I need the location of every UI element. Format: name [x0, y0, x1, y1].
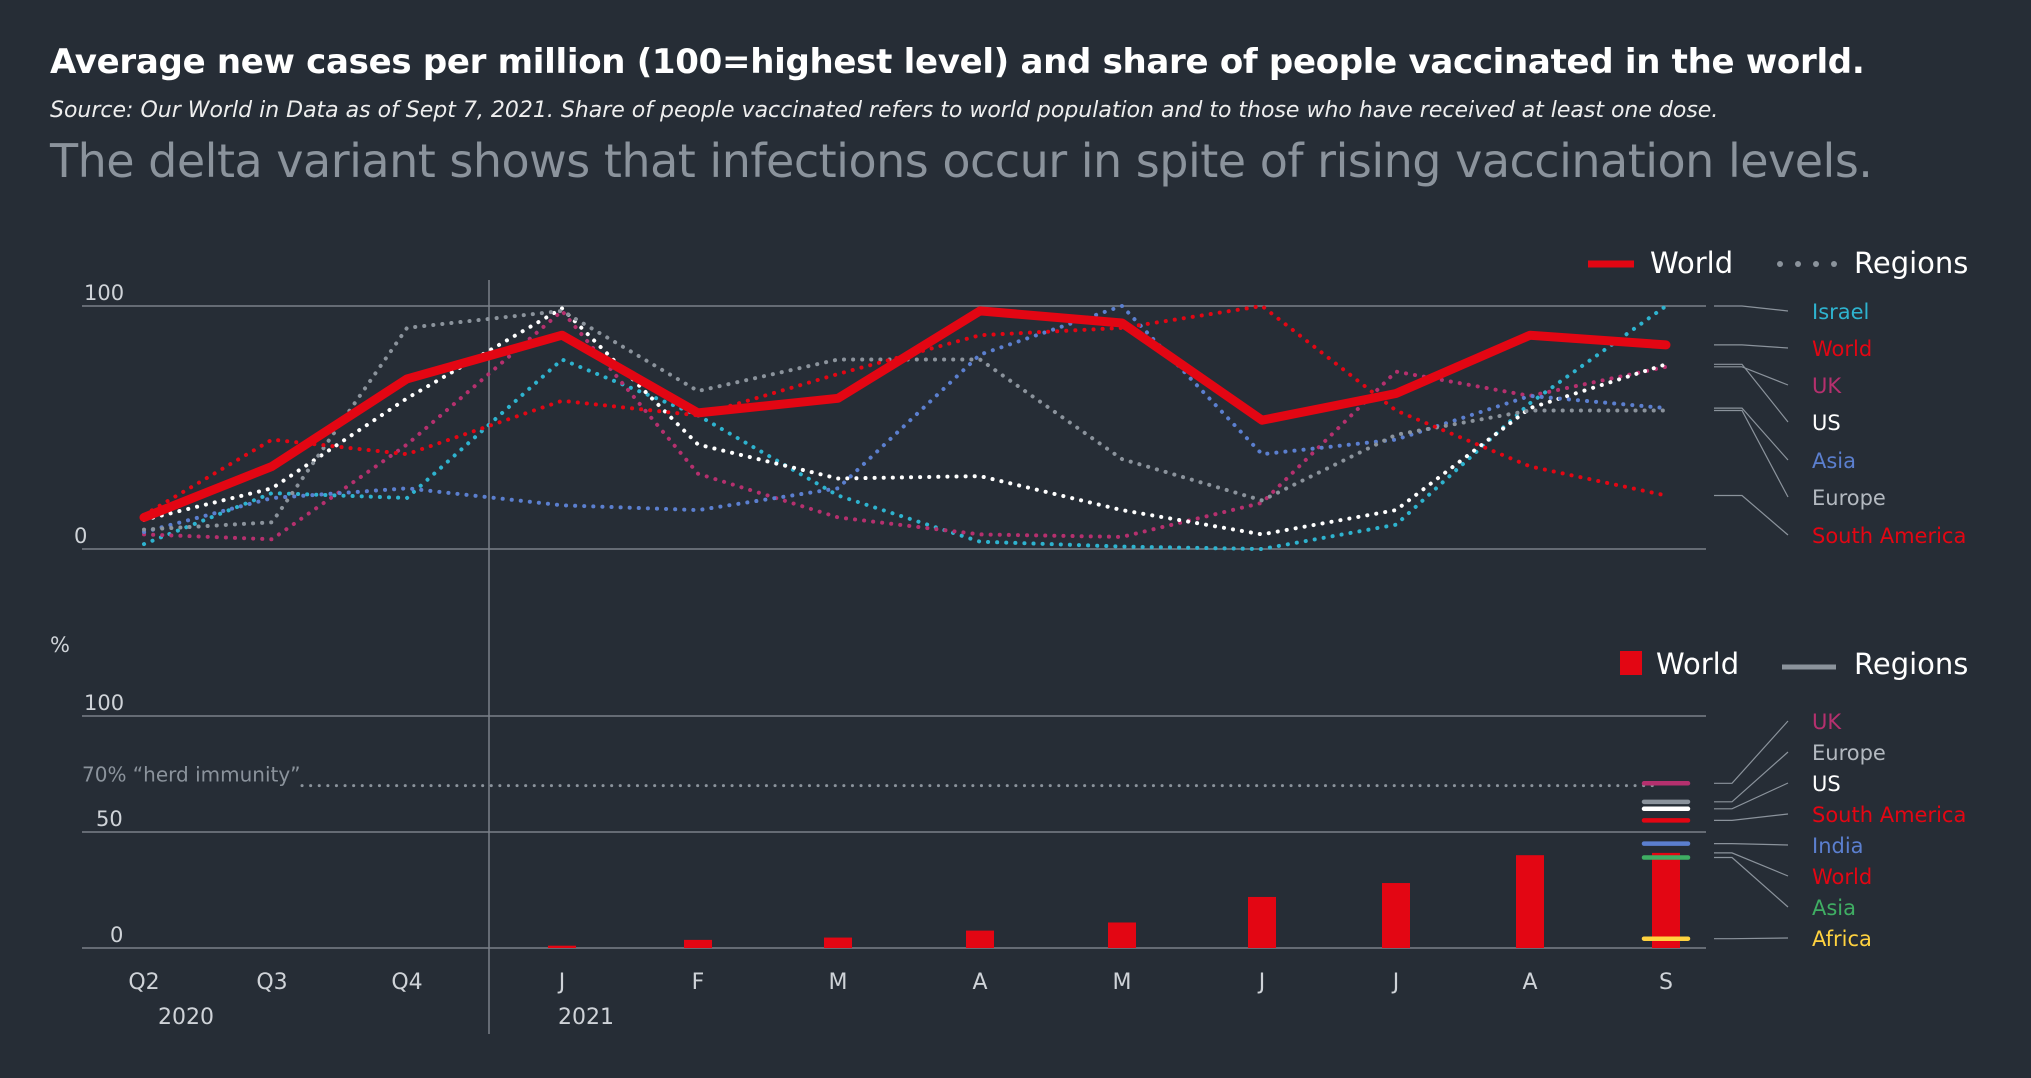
top-y-tick-100: 100 [84, 281, 124, 305]
bottom-leader-us [1714, 782, 1789, 810]
top-leader-us [1714, 363, 1789, 423]
x-tick-label: Q2 [128, 970, 159, 995]
bottom-leader-south-america [1714, 813, 1789, 822]
bottom-leader-asia [1714, 856, 1789, 908]
legend-regions-dot [1777, 261, 1783, 267]
chart-title: Average new cases per million (100=highe… [50, 42, 1865, 82]
bottom-leader-europe [1714, 751, 1789, 803]
legend-bar-regions-label: Regions [1854, 647, 1968, 681]
top-leader-asia [1714, 407, 1789, 461]
bottom-leader-india [1714, 842, 1789, 846]
top-label-asia: Asia [1812, 449, 1856, 473]
top-leader-world [1714, 344, 1789, 349]
bar-world [684, 939, 712, 948]
x-tick-label: J [1391, 970, 1400, 995]
bar-world [1248, 896, 1276, 948]
bottom-label-world: World [1812, 865, 1872, 889]
chart-subtitle: The delta variant shows that infections … [50, 134, 1873, 188]
bottom-leader-africa [1714, 937, 1789, 940]
top-label-south-america: South America [1812, 524, 1966, 548]
top-label-europe: Europe [1812, 486, 1886, 510]
x-tick-label: S [1659, 970, 1673, 995]
top-label-uk: UK [1812, 374, 1842, 398]
top-y-tick-0: 0 [74, 524, 87, 548]
bottom-y-tick-100: 100 [84, 691, 124, 715]
x-tick-label: A [1522, 970, 1537, 995]
bottom-label-europe: Europe [1812, 741, 1886, 765]
bottom-leader-world [1714, 852, 1789, 877]
bottom-y-unit: % [50, 633, 70, 657]
bar-world [966, 930, 994, 948]
legend-regions-label: Regions [1854, 246, 1968, 280]
legend-regions-dot [1813, 261, 1819, 267]
x-tick-label: Q3 [256, 970, 287, 995]
x-tick-label: M [829, 970, 848, 995]
bottom-leader-uk [1714, 720, 1789, 784]
line-series-asia [142, 304, 1668, 534]
x-tick-label: A [972, 970, 987, 995]
top-leader-uk [1714, 366, 1789, 386]
line-series-south-america [142, 304, 1668, 517]
year-label-2020: 2020 [158, 1005, 214, 1030]
line-series-us [142, 306, 1668, 537]
bar-world [1516, 855, 1544, 948]
bottom-y-tick-50: 50 [96, 807, 123, 831]
bottom-label-india: India [1812, 834, 1864, 858]
x-tick-label: F [692, 970, 705, 995]
bottom-label-uk: UK [1812, 710, 1842, 734]
bar-world [1382, 883, 1410, 948]
bar-world [548, 945, 576, 948]
x-tick-label: M [1113, 970, 1132, 995]
bottom-label-us: US [1812, 772, 1841, 796]
bottom-label-asia: Asia [1812, 896, 1856, 920]
herd-immunity-label: 70% “herd immunity” [82, 763, 301, 787]
legend-regions-dot [1795, 261, 1801, 267]
year-label-2021: 2021 [558, 1005, 614, 1030]
x-tick-label: J [1257, 970, 1266, 995]
line-series-israel [142, 304, 1668, 551]
legend-bar-world-label: World [1656, 647, 1739, 681]
chart-source: Source: Our World in Data as of Sept 7, … [50, 98, 1719, 123]
top-leader-south-america [1714, 494, 1789, 536]
bar-world [824, 937, 852, 948]
x-tick-label: Q4 [391, 970, 422, 995]
bar-world [1108, 922, 1136, 948]
legend-regions-dot [1831, 261, 1837, 267]
bottom-y-tick-0: 0 [110, 923, 123, 947]
top-leader-europe [1714, 409, 1789, 498]
top-label-world: World [1812, 337, 1872, 361]
line-series-uk [142, 308, 1668, 542]
bottom-label-south-america: South America [1812, 803, 1966, 827]
bar-world [1652, 852, 1680, 948]
legend-bar-world-swatch [1620, 651, 1642, 675]
bottom-label-africa: Africa [1812, 927, 1872, 951]
line-series-world [139, 306, 1671, 522]
top-leader-israel [1714, 305, 1789, 312]
top-label-us: US [1812, 411, 1841, 435]
x-tick-label: J [557, 970, 566, 995]
legend-world-label: World [1650, 246, 1733, 280]
top-label-israel: Israel [1812, 300, 1869, 324]
